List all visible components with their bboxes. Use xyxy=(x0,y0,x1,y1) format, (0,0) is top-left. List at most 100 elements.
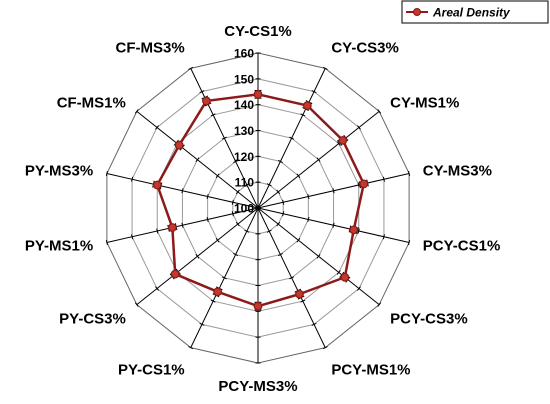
axis-tick-mark xyxy=(336,141,341,146)
category-label: PCY-MS3% xyxy=(218,378,297,395)
data-point xyxy=(174,140,184,150)
axis-tick-mark xyxy=(105,239,108,246)
category-label: CY-MS3% xyxy=(423,162,492,179)
axis-tick-mark xyxy=(357,125,361,130)
axis-tick-mark xyxy=(206,216,209,223)
axis-tick-mark xyxy=(277,253,283,257)
axis-tick-mark xyxy=(311,90,317,94)
category-label: PCY-CS1% xyxy=(423,238,501,255)
axis-tick-mark xyxy=(233,253,239,257)
data-point xyxy=(340,272,350,282)
category-label: CF-MS1% xyxy=(57,95,126,112)
axis-tick-mark xyxy=(307,216,310,223)
data-point xyxy=(338,135,348,145)
data-point xyxy=(253,89,263,99)
axis-tick-mark xyxy=(233,159,239,163)
axis-tick-mark xyxy=(134,302,139,307)
tick-label: 160 xyxy=(234,47,254,61)
legend-marker xyxy=(413,8,421,16)
tick-label: 140 xyxy=(234,98,254,112)
axis-tick-mark xyxy=(296,237,301,243)
data-point xyxy=(349,225,359,235)
tick-label: 120 xyxy=(234,150,254,164)
axis-tick-mark xyxy=(215,237,220,243)
axis-tick-mark xyxy=(276,221,281,227)
axis-tick-mark xyxy=(244,183,250,187)
axis-tick-mark xyxy=(282,199,285,205)
axis-tick-mark xyxy=(408,239,411,246)
axis-tick-mark xyxy=(155,125,159,130)
legend-label: Areal Density xyxy=(432,6,511,20)
axis-tick-mark xyxy=(289,276,295,280)
axis-tick-mark xyxy=(377,109,382,114)
series-line xyxy=(156,93,366,308)
spoke-layer xyxy=(105,52,411,364)
axis-tick-mark xyxy=(181,222,184,228)
category-label: CY-CS3% xyxy=(331,40,399,57)
tick-labels: 100 110 120 130 140 150 160 xyxy=(234,47,254,216)
category-label: CY-MS1% xyxy=(390,95,459,112)
category-label: PY-CS1% xyxy=(118,361,185,378)
axis-tick-mark xyxy=(316,157,321,162)
axis-tick-mark xyxy=(311,322,317,326)
legend-box xyxy=(401,0,549,24)
data-point xyxy=(152,180,162,190)
axis-tick-mark xyxy=(316,254,321,259)
category-label: CY-CS1% xyxy=(224,23,292,40)
tick-label: 130 xyxy=(234,124,254,138)
legend: Areal Density xyxy=(401,0,549,24)
category-label: PCY-MS1% xyxy=(331,361,410,378)
axis-tick-mark xyxy=(131,234,134,240)
axis-tick-mark xyxy=(231,211,234,217)
category-label: PY-CS3% xyxy=(59,310,126,327)
axis-tick-mark xyxy=(332,222,335,228)
axis-tick-mark xyxy=(221,136,227,140)
category-label: PY-MS1% xyxy=(25,238,93,255)
data-point xyxy=(167,223,177,232)
axis-tick-mark xyxy=(231,199,234,205)
axis-tick-mark xyxy=(408,170,411,177)
data-point xyxy=(295,289,304,299)
axis-tick-mark xyxy=(377,302,382,307)
axis-tick-mark xyxy=(134,109,139,114)
tick-label: 100 xyxy=(234,202,254,216)
axis-tick-mark xyxy=(188,346,194,350)
axis-tick-mark xyxy=(221,276,227,280)
axis-tick-mark xyxy=(155,286,159,291)
data-point xyxy=(359,179,369,189)
data-point xyxy=(202,96,211,106)
axis-tick-mark xyxy=(210,299,216,303)
axis-tick-mark xyxy=(357,228,360,234)
axis-tick-mark xyxy=(266,183,272,187)
axis-tick-mark xyxy=(296,173,301,179)
axis-tick-mark xyxy=(357,286,361,291)
axis-tick-mark xyxy=(215,173,220,179)
tick-label: 150 xyxy=(234,72,254,86)
axis-tick-mark xyxy=(235,221,240,227)
axis-tick-mark xyxy=(322,346,328,350)
series-layer xyxy=(152,89,369,311)
data-point xyxy=(253,301,263,311)
axis-tick-mark xyxy=(199,322,205,326)
axis-tick-mark xyxy=(195,157,200,162)
axis-tick-mark xyxy=(206,193,209,200)
axis-tick-mark xyxy=(235,189,240,195)
data-point xyxy=(170,269,180,279)
category-labels: CY-CS1% CY-CS3% CY-MS1% CY-MS3% PCY-CS1% PCY-… xyxy=(25,23,500,395)
axis-tick-mark xyxy=(336,270,341,275)
axis-tick-mark xyxy=(266,229,272,233)
axis-tick-mark xyxy=(131,176,134,182)
axis-tick-mark xyxy=(105,170,108,177)
axis-tick-mark xyxy=(282,211,285,217)
category-label: PCY-CS3% xyxy=(390,310,468,327)
axis-tick-mark xyxy=(199,90,205,94)
category-label: CF-MS3% xyxy=(115,40,184,57)
axis-tick-mark xyxy=(156,228,159,234)
axis-tick-mark xyxy=(322,66,328,70)
axis-tick-mark xyxy=(357,182,360,188)
tick-label: 110 xyxy=(235,176,255,190)
axis-tick-mark xyxy=(181,188,184,194)
axis-tick-mark xyxy=(276,189,281,195)
